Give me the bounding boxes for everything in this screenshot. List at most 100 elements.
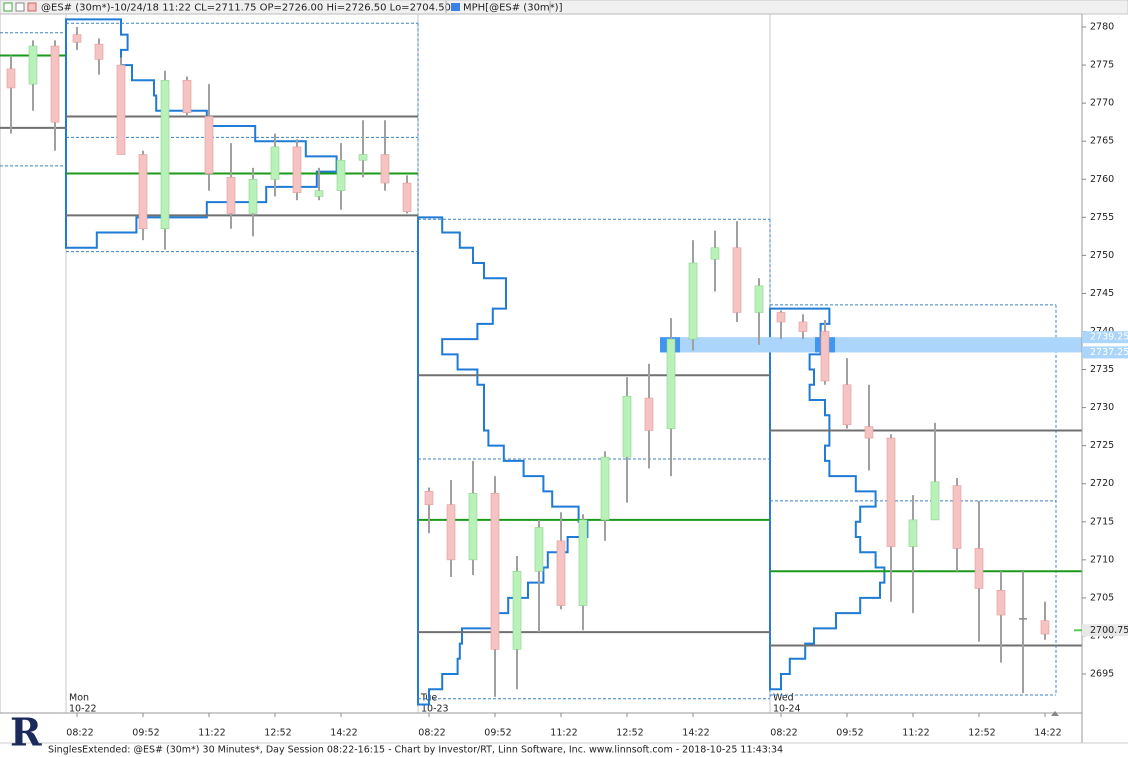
last-price-label: 2700.75 — [1090, 625, 1128, 636]
y-tick-label: 2775 — [1090, 60, 1114, 71]
x-tick-label: 08:22 — [418, 728, 445, 739]
date-label: 10-24 — [773, 704, 801, 715]
candle-body — [314, 190, 324, 197]
icon — [3, 2, 13, 12]
y-tick-label: 2710 — [1090, 554, 1114, 565]
singles-low-label: 2737.25 — [1090, 347, 1128, 358]
candle-body — [468, 492, 478, 561]
last-price-label-box — [1082, 624, 1128, 637]
candle-body — [908, 519, 918, 547]
candle-body — [798, 321, 808, 332]
x-tick-label: 12:52 — [616, 728, 643, 739]
candle-body — [1040, 620, 1050, 635]
y-tick-label: 2750 — [1090, 250, 1114, 261]
singles-low-label-box — [1082, 346, 1128, 359]
candle-body — [72, 34, 82, 43]
y-tick-label: 2735 — [1090, 364, 1114, 375]
candle-body — [248, 178, 258, 214]
singles-band — [660, 337, 1082, 353]
candle-body — [138, 154, 148, 230]
candle-body — [182, 79, 192, 113]
candle-body — [116, 64, 126, 155]
candle-body — [732, 247, 742, 313]
x-tick-label: 14:22 — [330, 728, 357, 739]
day-label: Wed — [773, 693, 794, 704]
candle-body — [380, 154, 390, 184]
scroll-marker — [1051, 711, 1059, 716]
candle-body — [424, 491, 434, 505]
y-tick-label: 2770 — [1090, 98, 1114, 109]
candle-body — [710, 247, 720, 260]
candle-body — [160, 79, 170, 230]
candle-body — [270, 146, 280, 180]
candle-body — [864, 426, 874, 439]
candle-body — [842, 384, 852, 426]
x-tick-label: 12:52 — [264, 728, 291, 739]
x-tick-label: 08:22 — [770, 728, 797, 739]
candle-body — [336, 159, 346, 191]
y-tick-label: 2755 — [1090, 212, 1114, 223]
candle-body — [974, 548, 984, 589]
candle-body — [204, 116, 214, 174]
candle-body — [226, 177, 236, 214]
candle-body — [358, 154, 368, 161]
legend-swatch — [451, 3, 460, 11]
candle-body — [820, 331, 830, 382]
candle-body — [402, 182, 412, 212]
y-tick-label: 2765 — [1090, 136, 1114, 147]
y-tick-label: 2730 — [1090, 402, 1114, 413]
singles-high-label: 2739.25 — [1090, 332, 1128, 343]
candle-body — [534, 527, 544, 572]
x-tick-label: 11:22 — [198, 728, 225, 739]
y-tick-label: 2780 — [1090, 22, 1114, 33]
volume-profile — [769, 307, 886, 691]
y-tick-label: 2705 — [1090, 592, 1114, 603]
candle-body — [952, 485, 962, 549]
candle-body — [666, 338, 676, 429]
y-tick-label: 2725 — [1090, 440, 1114, 451]
date-label: 10-23 — [421, 704, 449, 715]
candle-body — [930, 481, 940, 521]
chart-title: @ES# (30m*)-10/24/18 11:22 CL=2711.75 OP… — [41, 3, 451, 14]
x-tick-label: 08:22 — [66, 728, 93, 739]
candle-body — [292, 146, 302, 193]
y-tick-label: 2745 — [1090, 288, 1114, 299]
y-tick-label: 2695 — [1090, 669, 1114, 680]
date-label: 10-22 — [69, 704, 97, 715]
candle-body — [754, 285, 764, 313]
x-tick-label: 11:22 — [550, 728, 577, 739]
x-tick-label: 09:52 — [484, 728, 511, 739]
candle-body — [490, 492, 500, 650]
legend-label: MPH[@ES# (30m*)] — [463, 3, 563, 14]
candle-body — [512, 570, 522, 650]
icon — [15, 2, 25, 12]
candle-body — [578, 519, 588, 606]
candle-body — [776, 312, 786, 323]
candle-body — [28, 45, 38, 85]
candle-body — [996, 589, 1006, 616]
plot-area — [0, 13, 1083, 714]
x-tick-label: 12:52 — [968, 728, 995, 739]
x-tick-label: 14:22 — [682, 728, 709, 739]
candle-body — [688, 262, 698, 340]
volume-profile — [65, 18, 338, 249]
footer: SinglesExtended: @ES# (30m*) 30 Minutes*… — [48, 745, 783, 756]
x-tick-label: 14:22 — [1034, 728, 1061, 739]
x-tick-label: 09:52 — [836, 728, 863, 739]
y-tick-label: 2715 — [1090, 516, 1114, 527]
candle-body — [6, 68, 16, 89]
x-tick-label: 09:52 — [132, 728, 159, 739]
volume-profile — [417, 216, 589, 706]
candle-body — [622, 395, 632, 458]
x-tick-label: 11:22 — [902, 728, 929, 739]
y-tick-label: 2760 — [1090, 174, 1114, 185]
candle-body — [556, 540, 566, 606]
icon — [27, 2, 37, 12]
day-label: Mon — [69, 693, 89, 704]
candle-body — [94, 43, 104, 60]
candle-body — [886, 437, 896, 547]
y-tick-label: 2720 — [1090, 478, 1114, 489]
candle-body — [50, 45, 60, 123]
